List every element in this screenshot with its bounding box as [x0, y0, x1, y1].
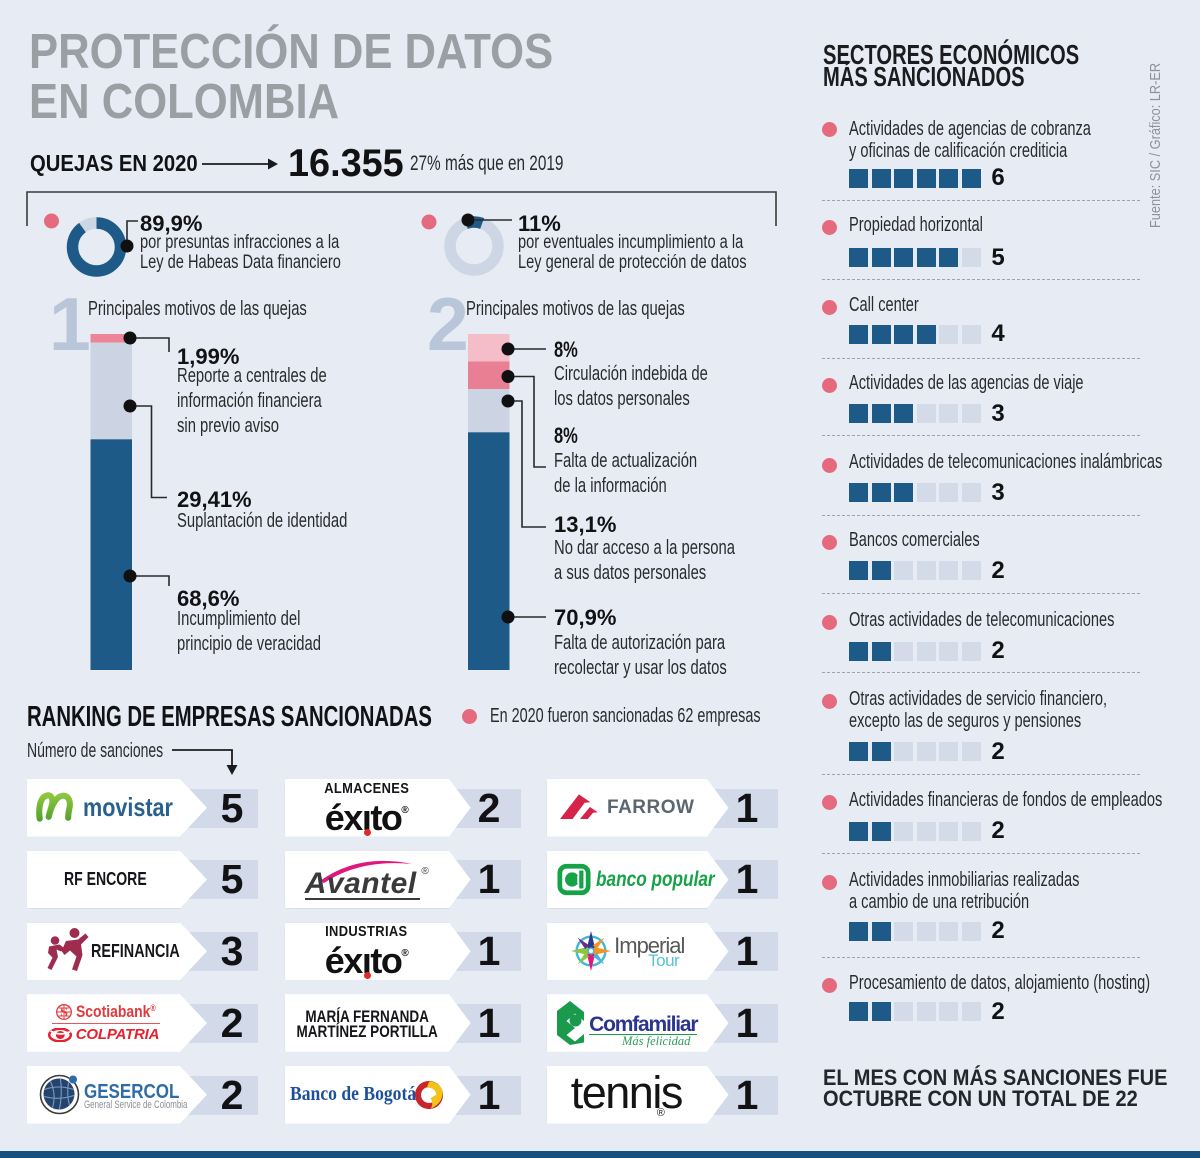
svg-text:S: S [60, 1006, 68, 1021]
